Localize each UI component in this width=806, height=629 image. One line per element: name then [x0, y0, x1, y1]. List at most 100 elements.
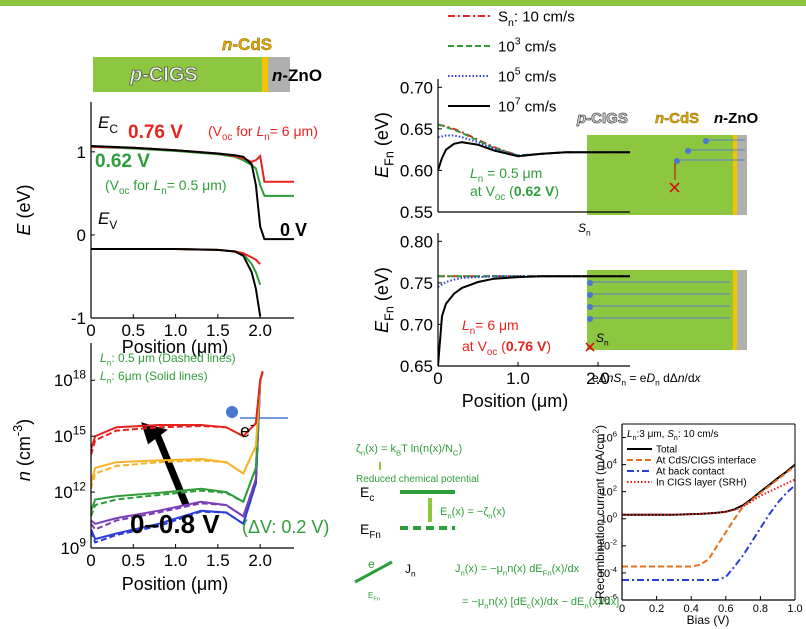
text-run: = −μ — [462, 596, 484, 608]
text-run: /d — [685, 371, 695, 385]
text-run: n — [14, 471, 34, 481]
text-run: L — [100, 351, 107, 365]
y-axis-label: EFn (eV) — [372, 267, 396, 333]
annotation: (ΔV: 0.2 V) — [242, 517, 329, 537]
text-run: = 0.5 μm — [483, 165, 542, 181]
zno-layer — [737, 270, 747, 350]
cds-layer — [733, 135, 737, 215]
text-run: E — [360, 521, 369, 537]
y-tick-label: 0.70 — [400, 78, 433, 97]
series-line — [91, 371, 263, 529]
x-axis-label: Position (μm) — [462, 391, 568, 411]
text-run: : 0.5 μm (Dashed lines) — [111, 351, 235, 365]
text-run: Fn — [382, 306, 396, 321]
x-tick-label: 0 — [86, 551, 95, 570]
figure: -10100.51.01.52.0Position (μm)E (eV)EC0.… — [0, 0, 806, 629]
text-run: Fn — [373, 596, 380, 602]
text-run: : 6μm (Solid lines) — [111, 369, 207, 383]
legend-label: Total — [656, 445, 677, 456]
text-run: for — [129, 177, 153, 193]
equation: Ec — [360, 484, 374, 504]
text-run: = e — [626, 371, 647, 385]
y-tick-label: 0.65 — [400, 357, 433, 376]
text-run: n — [604, 338, 609, 348]
y-tick-label: -1 — [71, 309, 86, 328]
series-line — [91, 371, 263, 516]
equation: Jn — [405, 562, 416, 579]
y-axis-label: EFn (eV) — [372, 112, 396, 178]
x-tick-label: 0.2 — [649, 603, 664, 615]
annotation: Ln: 6μm (Solid lines) — [100, 369, 208, 386]
cigs-layer — [587, 135, 733, 215]
text-run: (eV) — [372, 267, 392, 306]
text-run: oc — [222, 132, 232, 143]
annotation: Ln= 6 μm — [462, 317, 519, 337]
series-line — [91, 249, 260, 316]
annotation: EV — [98, 209, 117, 232]
text-run: 0.76 V — [128, 122, 183, 143]
electron — [226, 406, 238, 418]
text-run: n — [272, 66, 282, 85]
text-run: Recombination current (mA/cm — [593, 434, 607, 599]
x-tick-label: 0.8 — [753, 603, 768, 615]
x-tick-label: 1.0 — [506, 369, 530, 388]
text-run: S — [596, 331, 604, 345]
text-run: D — [646, 371, 655, 385]
text-run: 6 — [613, 429, 617, 438]
text-run: 0–0.8 V — [130, 509, 220, 539]
text-run: cm/s — [521, 68, 557, 85]
text-run: (eV) — [372, 112, 392, 151]
equation: ζn(x) = kBT ln(n(x)/NC) — [356, 443, 462, 457]
text-run: -ZnO — [282, 66, 322, 85]
y-tick-label: 1018 — [54, 368, 87, 391]
text-run: n — [714, 110, 723, 127]
x-tick-label: 0 — [86, 321, 95, 340]
text-run: eΔ — [592, 371, 607, 385]
legend-label: At CdS/CIGS interface — [656, 456, 756, 467]
y-tick-label: 1 — [77, 143, 86, 162]
text-run: 0 V — [280, 220, 307, 240]
layer-label: p-CIGS — [129, 64, 198, 86]
text-run: = 6 μm — [475, 317, 518, 333]
annotation: EC — [98, 113, 118, 136]
text-run: 10 — [54, 427, 73, 446]
y-tick-label: 0.65 — [400, 120, 433, 139]
text-run: ) — [593, 425, 607, 429]
text-run: (cm — [14, 436, 34, 471]
text-run: 15 — [73, 423, 87, 437]
text-run: ) — [458, 443, 462, 455]
y-tick-label: 0.80 — [400, 232, 433, 251]
series-line — [622, 485, 795, 580]
x-tick-label: 1.0 — [164, 551, 188, 570]
text-run: :3 μm, — [636, 429, 667, 440]
text-run: n(x) [dE — [489, 596, 528, 608]
annotation: 0 V — [280, 220, 307, 240]
y-tick-label: 0.70 — [400, 315, 433, 334]
text-run: L — [462, 317, 470, 333]
text-run: L — [470, 165, 478, 181]
equation: Reduced chemical potential — [356, 474, 479, 485]
text-run: (x)/dx — [552, 563, 580, 575]
equation: = −μnn(x) [dEc(x)/dx − dEn(x)/dx] — [462, 596, 619, 610]
text-run: n — [222, 35, 232, 54]
annotation: Ln: 0.5 μm (Dashed lines) — [100, 351, 236, 368]
text-run: 2 — [613, 484, 617, 493]
text-run: cm/s — [521, 38, 557, 55]
x-axis-label: Position (μm) — [122, 574, 228, 594]
text-run: 10 — [498, 38, 515, 55]
y-tick-label: 0.75 — [400, 274, 433, 293]
annotation: (Voc for Ln= 6 μm) — [208, 123, 318, 143]
text-run: (V — [208, 123, 223, 139]
text-run: 12 — [73, 479, 87, 493]
layer-label: n-CdS — [655, 110, 699, 127]
text-run: ( — [505, 183, 514, 199]
text-run: e — [368, 557, 375, 571]
x-tick-label: 1.0 — [787, 603, 802, 615]
y-tick-label: 1015 — [54, 423, 87, 446]
text-run: Fn — [382, 151, 396, 166]
layer-label: n-ZnO — [714, 110, 758, 127]
text-run: n — [586, 228, 591, 238]
y-tick-label: 0.55 — [400, 203, 433, 222]
x-axis-label: Bias (V) — [687, 613, 730, 627]
annotation: (Voc for Ln= 0.5 μm) — [105, 177, 227, 197]
